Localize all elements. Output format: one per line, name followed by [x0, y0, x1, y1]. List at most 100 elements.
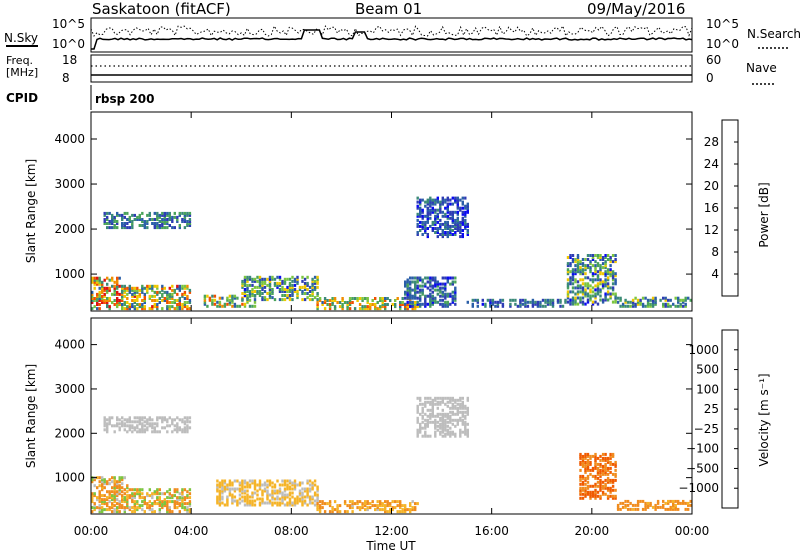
data-cell [266, 485, 269, 489]
data-cell [156, 496, 159, 500]
data-cell [183, 301, 187, 304]
data-cell [283, 277, 287, 281]
data-cell [674, 499, 677, 503]
data-cell [436, 396, 439, 400]
data-cell [594, 492, 597, 496]
data-cell [293, 283, 297, 287]
data-cell [579, 486, 582, 490]
data-cell [98, 508, 101, 512]
data-cell [604, 264, 607, 268]
data-cell [291, 292, 294, 295]
data-cell [476, 304, 479, 308]
data-cell [91, 280, 94, 284]
data-cell [138, 416, 141, 420]
data-cell [301, 493, 304, 497]
data-cell [141, 428, 144, 432]
data-cell [509, 302, 512, 306]
data-cell [308, 298, 312, 302]
data-cell [424, 204, 427, 208]
x-tick-label: 08:00 [274, 524, 309, 538]
data-cell [316, 485, 319, 489]
data-cell [243, 489, 247, 493]
data-cell [611, 300, 615, 304]
data-cell [131, 224, 134, 227]
data-cell [406, 282, 409, 286]
data-cell [411, 300, 414, 304]
data-cell [384, 299, 387, 302]
data-cell [584, 468, 587, 472]
data-cell [421, 410, 424, 414]
data-cell [148, 422, 151, 426]
data-cell [449, 212, 452, 216]
data-cell [581, 302, 585, 306]
data-cell [108, 416, 111, 420]
data-cell [213, 294, 217, 298]
data-cell [103, 218, 106, 221]
data-cell [604, 458, 607, 462]
data-cell [136, 426, 139, 430]
data-cell [243, 479, 247, 483]
data-cell [223, 302, 227, 306]
data-cell [101, 488, 104, 492]
data-cell [128, 218, 131, 221]
data-cell [261, 501, 264, 505]
data-cell [108, 211, 111, 215]
data-cell [566, 282, 570, 286]
data-cell [126, 486, 129, 490]
data-cell [594, 488, 597, 492]
data-cell [586, 484, 590, 488]
data-cell [281, 501, 284, 505]
data-cell [98, 496, 101, 500]
data-cell [434, 210, 437, 214]
data-cell [121, 226, 124, 230]
data-cell [268, 288, 272, 291]
data-cell [361, 299, 364, 302]
data-cell [581, 488, 585, 492]
data-cell [439, 412, 442, 416]
data-cell [178, 226, 181, 230]
data-cell [163, 218, 166, 221]
data-cell [183, 508, 187, 512]
data-cell [459, 227, 462, 230]
data-cell [156, 292, 159, 296]
data-cell [601, 266, 605, 270]
data-cell [619, 298, 622, 302]
data-cell [631, 507, 635, 511]
data-cell [419, 294, 422, 298]
data-cell [586, 476, 590, 480]
data-cell [96, 294, 99, 298]
data-cell [221, 487, 224, 491]
data-cell [599, 488, 602, 492]
data-cell [181, 211, 184, 215]
data-cell [361, 307, 364, 311]
data-cell [466, 408, 469, 412]
data-cell [454, 398, 457, 402]
data-cell [662, 302, 665, 306]
data-cell [181, 294, 184, 298]
data-cell [91, 492, 94, 496]
data-cell [581, 278, 585, 282]
data-cell [449, 233, 452, 236]
data-cell [256, 290, 259, 293]
data-cell [566, 292, 570, 296]
data-cell [106, 502, 109, 506]
data-cell [256, 279, 259, 283]
data-cell [168, 492, 171, 496]
data-cell [243, 275, 247, 279]
data-cell [376, 504, 379, 508]
data-cell [436, 400, 439, 404]
data-cell [293, 279, 297, 283]
data-cell [454, 286, 457, 290]
data-cell [436, 229, 439, 232]
data-cell [126, 420, 129, 424]
data-cell [166, 510, 169, 514]
data-cell [599, 474, 602, 478]
data-cell [451, 406, 454, 410]
data-cell [166, 299, 169, 302]
data-cell [411, 294, 414, 298]
data-cell [146, 226, 149, 230]
data-cell [436, 282, 439, 286]
data-cell [236, 296, 239, 300]
data-cell [424, 298, 427, 302]
date-title: 09/May/2016 [587, 0, 685, 18]
